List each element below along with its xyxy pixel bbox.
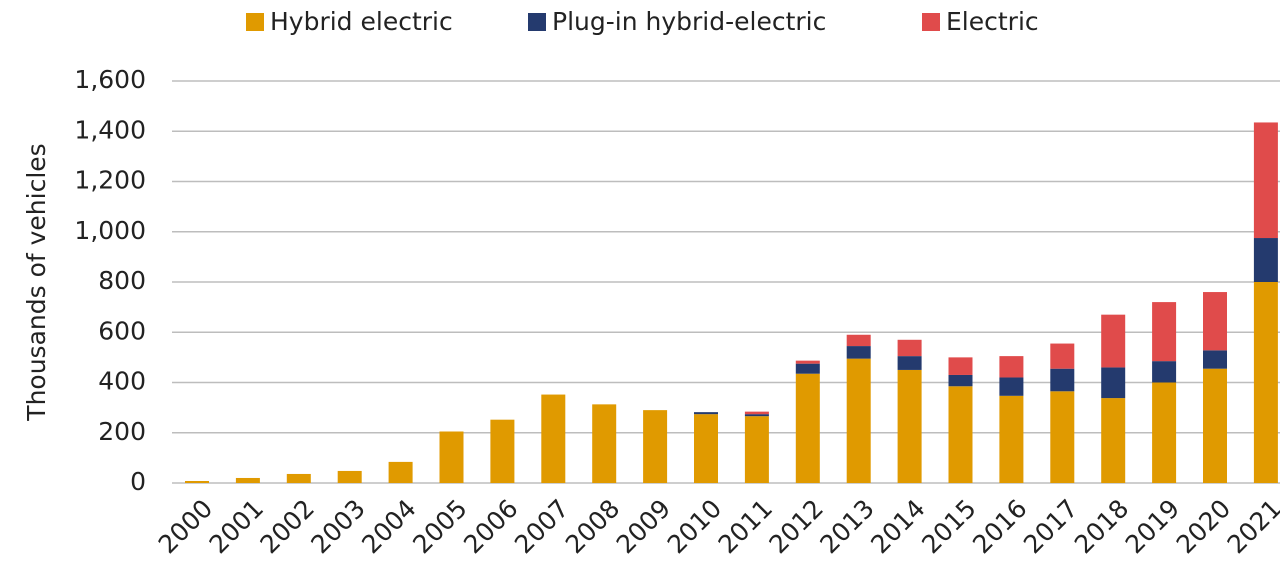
x-tick-label: 2010 bbox=[662, 494, 727, 559]
bar-segment bbox=[1253, 282, 1278, 483]
y-tick-label: 1,200 bbox=[74, 166, 146, 195]
bar-segment bbox=[388, 461, 413, 483]
bar-segment bbox=[795, 363, 820, 374]
bar-segment bbox=[286, 473, 311, 483]
x-tick-label: 2003 bbox=[305, 494, 370, 559]
bar-segment bbox=[1152, 302, 1177, 362]
bar-segment bbox=[1253, 238, 1278, 282]
bar-segment bbox=[795, 373, 820, 483]
bar-segment bbox=[999, 356, 1024, 378]
bar-segment bbox=[744, 411, 769, 415]
bar-segment bbox=[1101, 398, 1126, 483]
bar-segment bbox=[439, 431, 464, 483]
bar-segment bbox=[694, 412, 718, 415]
x-tick-label: 2019 bbox=[1120, 494, 1185, 559]
x-tick-label: 2020 bbox=[1171, 494, 1236, 559]
bar-segment bbox=[541, 394, 566, 483]
bar-segment bbox=[1253, 122, 1278, 239]
bar-segment bbox=[846, 334, 871, 347]
y-tick-label: 600 bbox=[98, 316, 146, 345]
legend-swatch bbox=[528, 13, 546, 31]
legend-label: Electric bbox=[946, 7, 1039, 36]
x-tick-label: 2006 bbox=[458, 494, 523, 559]
x-tick-label: 2011 bbox=[713, 494, 778, 559]
bar-segment bbox=[897, 369, 922, 483]
x-tick-label: 2014 bbox=[865, 494, 930, 559]
x-tick-label: 2017 bbox=[1018, 494, 1083, 559]
bar-segment bbox=[185, 480, 209, 483]
x-tick-label: 2009 bbox=[611, 494, 676, 559]
bar-segment bbox=[846, 358, 871, 483]
legend-swatch bbox=[922, 13, 940, 31]
bar-segment bbox=[744, 416, 769, 483]
x-tick-label: 2001 bbox=[204, 494, 269, 559]
bar-segment bbox=[1050, 391, 1075, 483]
bar-segment bbox=[1101, 314, 1126, 368]
x-tick-label: 2013 bbox=[814, 494, 879, 559]
bar-segment bbox=[1152, 382, 1177, 483]
x-tick-label: 2000 bbox=[153, 494, 218, 559]
bar-segment bbox=[999, 377, 1024, 396]
legend-label: Plug-in hybrid-electric bbox=[552, 7, 826, 36]
y-tick-label: 400 bbox=[98, 367, 146, 396]
x-tick-label: 2004 bbox=[356, 494, 421, 559]
bar-segment bbox=[999, 395, 1024, 483]
x-tick-label: 2002 bbox=[254, 494, 319, 559]
x-tick-label: 2007 bbox=[509, 494, 574, 559]
x-tick-label: 2021 bbox=[1222, 494, 1280, 559]
legend-swatch bbox=[246, 13, 264, 31]
x-tick-label: 2012 bbox=[763, 494, 828, 559]
x-tick-label: 2018 bbox=[1069, 494, 1134, 559]
bar-segment bbox=[1050, 343, 1075, 369]
y-tick-label: 1,000 bbox=[74, 216, 146, 245]
bar-segment bbox=[897, 339, 922, 357]
legend-label: Hybrid electric bbox=[270, 7, 453, 36]
y-tick-label: 1,600 bbox=[74, 65, 146, 94]
x-tick-label: 2008 bbox=[560, 494, 625, 559]
bar-segment bbox=[846, 346, 871, 359]
bar-segment bbox=[897, 356, 922, 370]
bar-segment bbox=[490, 419, 515, 483]
bar-segment bbox=[1203, 368, 1227, 483]
bar-segment bbox=[1203, 292, 1227, 351]
x-tick-label: 2015 bbox=[916, 494, 981, 559]
bar-segment bbox=[1050, 368, 1075, 392]
bar-segment bbox=[1101, 367, 1126, 399]
bar-segment bbox=[744, 414, 769, 417]
bar-segment bbox=[1152, 361, 1177, 383]
bar-segment bbox=[948, 374, 973, 387]
y-tick-label: 0 bbox=[130, 467, 146, 496]
bar-segment bbox=[592, 404, 617, 483]
y-axis-title: Thousands of vehicles bbox=[22, 143, 51, 421]
bar-segment bbox=[337, 470, 362, 483]
bar-segment bbox=[643, 410, 668, 483]
bar-segment bbox=[694, 414, 718, 483]
bar-segment bbox=[235, 477, 260, 483]
bar-segment bbox=[1203, 350, 1227, 369]
bar-segment bbox=[948, 386, 973, 483]
x-tick-label: 2005 bbox=[407, 494, 472, 559]
bar-segment bbox=[948, 357, 973, 375]
y-tick-label: 200 bbox=[98, 417, 146, 446]
bar-segment bbox=[795, 360, 820, 364]
y-tick-label: 800 bbox=[98, 266, 146, 295]
y-tick-label: 1,400 bbox=[74, 115, 146, 144]
x-tick-label: 2016 bbox=[967, 494, 1032, 559]
